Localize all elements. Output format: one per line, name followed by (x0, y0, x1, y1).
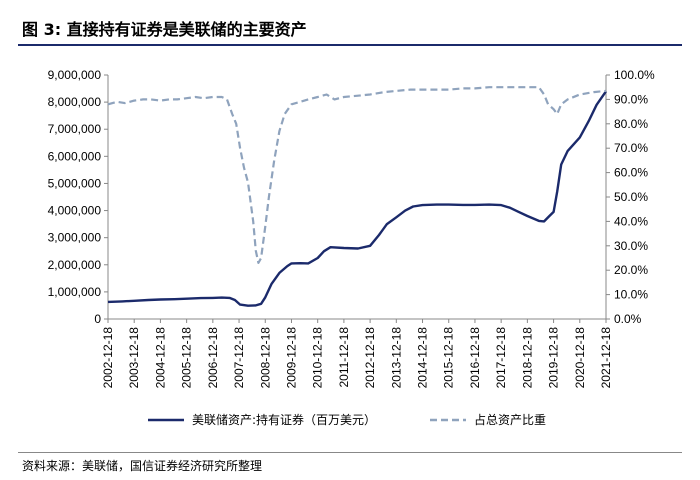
source-note: 资料来源：美联储，国信证券经济研究所整理 (22, 459, 263, 473)
series-line-2 (107, 86, 607, 264)
right-tick-label: 90.0% (614, 92, 648, 106)
x-tick-label: 2010-12-18 (311, 327, 325, 389)
x-tick-label: 2013-12-18 (389, 327, 403, 389)
right-tick-label: 10.0% (614, 288, 648, 302)
left-tick-label: 8,000,000 (48, 95, 102, 109)
right-tick-label: 0.0% (614, 312, 642, 326)
x-tick-label: 2007-12-18 (232, 327, 246, 389)
right-tick-label: 70.0% (614, 141, 648, 155)
x-tick-label: 2003-12-18 (127, 327, 141, 389)
x-tick-label: 2012-12-18 (363, 327, 377, 389)
right-tick-label: 60.0% (614, 166, 648, 180)
x-tick-label: 2006-12-18 (206, 327, 220, 389)
right-tick-label: 80.0% (614, 117, 648, 131)
right-tick-label: 20.0% (614, 263, 648, 277)
right-tick-label: 30.0% (614, 239, 648, 253)
legend-label-1: 美联储资产:持有证券（百万美元） (192, 412, 376, 427)
x-tick-label: 2016-12-18 (468, 327, 482, 389)
x-tick-label: 2015-12-18 (442, 327, 456, 389)
left-tick-label: 3,000,000 (48, 231, 102, 245)
x-tick-label: 2014-12-18 (416, 327, 430, 389)
chart: 0 1,000,000 2,000,000 3,000,000 4,000,000 5,0… (48, 68, 655, 427)
x-tick-label: 2019-12-18 (547, 327, 561, 389)
right-tick-label: 50.0% (614, 190, 648, 204)
left-tick-label: 4,000,000 (48, 204, 102, 218)
left-tick-label: 7,000,000 (48, 122, 102, 136)
left-tick-label: 1,000,000 (48, 285, 102, 299)
title-bar: 图 3: 直接持有证券是美联储的主要资产 (18, 14, 682, 46)
x-tick-label: 2005-12-18 (180, 327, 194, 389)
figure-title: 图 3: 直接持有证券是美联储的主要资产 (22, 20, 307, 39)
legend-label-2: 占总资产比重 (474, 412, 546, 427)
right-tick-label: 40.0% (614, 214, 648, 228)
left-tick-label: 5,000,000 (48, 176, 102, 190)
left-tick-label: 6,000,000 (48, 149, 102, 163)
x-tick-label: 2020-12-18 (573, 327, 587, 389)
right-tick-label: 100.0% (614, 68, 655, 82)
left-tick-label: 9,000,000 (48, 68, 102, 82)
left-tick-label: 2,000,000 (48, 258, 102, 272)
x-tick-label: 2018-12-18 (520, 327, 534, 389)
x-tick-label: 2017-12-18 (494, 327, 508, 389)
series-line-1 (107, 90, 607, 307)
x-tick-label: 2009-12-18 (284, 327, 298, 389)
x-tick-label: 2008-12-18 (258, 327, 272, 389)
left-tick-label: 0 (94, 312, 101, 326)
source-bar: 资料来源：美联储，国信证券经济研究所整理 (18, 452, 682, 473)
x-tick-label: 2021-12-18 (599, 327, 613, 389)
x-tick-label: 2011-12-18 (337, 327, 351, 388)
x-tick-label: 2004-12-18 (153, 327, 167, 389)
x-tick-label: 2002-12-18 (101, 327, 115, 389)
